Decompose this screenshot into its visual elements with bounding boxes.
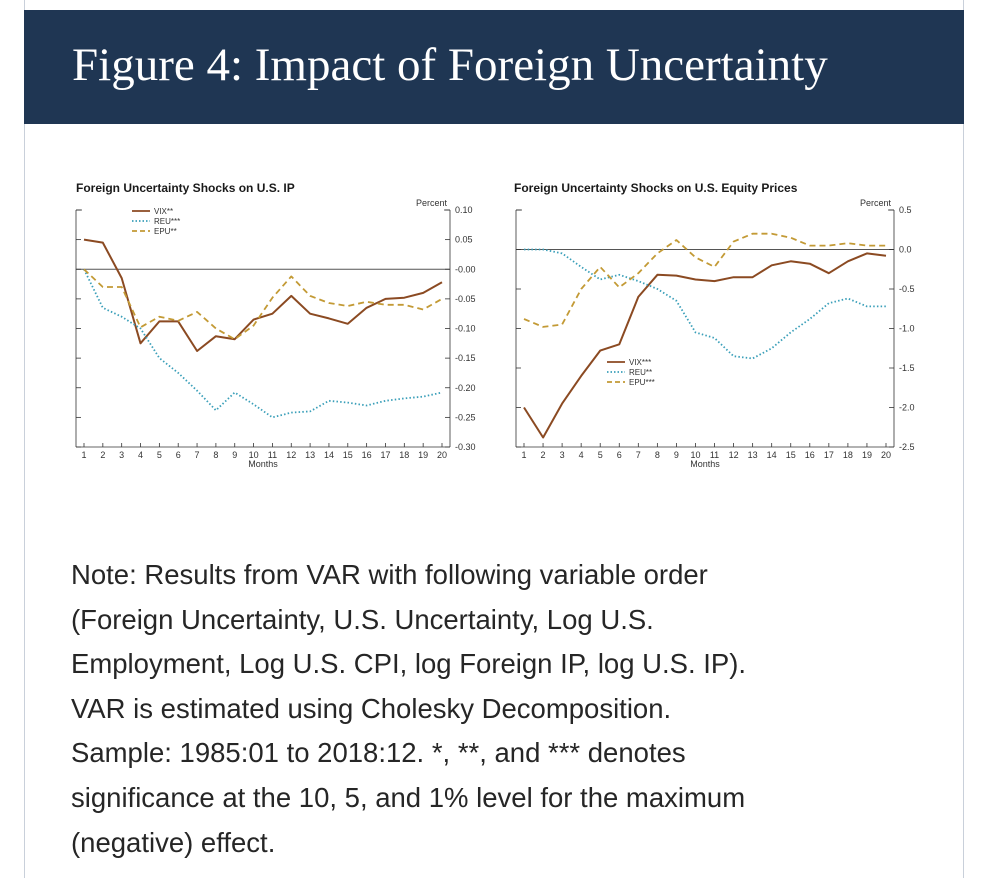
x-tick-label: 16 [805, 450, 815, 460]
x-tick-label: 10 [690, 450, 700, 460]
y-tick-label: 0.0 [899, 245, 912, 255]
series-line-dotted [83, 268, 443, 419]
y-tick-label: 0.5 [899, 205, 912, 215]
x-tick-label: 15 [786, 450, 796, 460]
x-tick-label: 5 [598, 450, 603, 460]
y-tick-label: -0.25 [455, 412, 476, 422]
figure-header: Figure 4: Impact of Foreign Uncertainty [24, 10, 964, 124]
x-tick-label: 18 [843, 450, 853, 460]
legend-label: REU*** [154, 217, 180, 226]
x-tick-label: 18 [399, 450, 409, 460]
legend-label: VIX** [154, 207, 173, 216]
x-tick-label: 3 [560, 450, 565, 460]
x-tick-label: 9 [674, 450, 679, 460]
x-tick-label: 12 [286, 450, 296, 460]
figure-note: Note: Results from VAR with following va… [71, 553, 931, 865]
x-tick-label: 13 [305, 450, 315, 460]
series-line-dashed [523, 232, 886, 328]
x-tick-label: 8 [213, 450, 218, 460]
x-tick-label: 20 [881, 450, 891, 460]
series-line-solid [523, 252, 887, 439]
note-line-3: Employment, Log U.S. CPI, log Foreign IP… [71, 648, 747, 680]
x-tick-label: 7 [195, 450, 200, 460]
x-tick-label: 6 [617, 450, 622, 460]
y-tick-label: -0.15 [455, 353, 476, 363]
note-line-5: Sample: 1985:01 to 2018:12. *, **, and *… [71, 737, 686, 769]
y-tick-label: 0.10 [455, 205, 473, 215]
y-tick-label: -0.5 [899, 284, 915, 294]
x-tick-label: 1 [521, 450, 526, 460]
x-tick-label: 4 [138, 450, 143, 460]
x-tick-label: 19 [862, 450, 872, 460]
x-tick-label: 17 [824, 450, 834, 460]
x-tick-label: 11 [268, 450, 277, 460]
chart-title: Foreign Uncertainty Shocks on U.S. IP [76, 181, 295, 195]
note-line-6: significance at the 10, 5, and 1% level … [71, 781, 746, 813]
y-tick-label: -0.00 [455, 264, 476, 274]
x-tick-label: 5 [157, 450, 162, 460]
x-tick-label: 13 [748, 450, 758, 460]
x-tick-label: 14 [324, 450, 334, 460]
y-axis-label: Percent [416, 198, 448, 208]
x-tick-label: 7 [636, 450, 641, 460]
legend-label: EPU** [154, 227, 177, 236]
x-tick-label: 15 [343, 450, 353, 460]
figure-title: Figure 4: Impact of Foreign Uncertainty [72, 39, 828, 91]
x-tick-label: 10 [249, 450, 259, 460]
x-tick-label: 6 [176, 450, 181, 460]
note-line-4: VAR is estimated using Cholesky Decompos… [71, 692, 672, 724]
chart-title: Foreign Uncertainty Shocks on U.S. Equit… [514, 181, 798, 195]
legend-label: EPU*** [629, 378, 655, 387]
y-tick-label: -0.10 [455, 324, 476, 334]
y-tick-label: -2.5 [899, 442, 915, 452]
x-axis-label: Months [248, 459, 278, 469]
x-tick-label: 19 [418, 450, 428, 460]
note-line-1: Note: Results from VAR with following va… [71, 559, 708, 590]
series-line-solid [83, 238, 443, 352]
y-tick-label: 0.05 [455, 235, 473, 245]
legend: VIX**REU***EPU** [132, 207, 180, 236]
x-tick-label: 12 [729, 450, 739, 460]
note-line-7: (negative) effect. [71, 826, 276, 858]
y-tick-label: -2.0 [899, 403, 915, 413]
x-tick-label: 11 [710, 450, 719, 460]
page-frame [24, 0, 964, 878]
chart-1: Foreign Uncertainty Shocks on U.S. IP 0.1… [75, 181, 476, 469]
x-axis-label: Months [690, 459, 720, 469]
x-tick-label: 17 [380, 450, 390, 460]
charts-panel: Foreign Uncertainty Shocks on U.S. IP 0.1… [75, 181, 915, 469]
y-tick-label: -1.0 [899, 324, 915, 334]
legend: VIX***REU**EPU*** [607, 358, 655, 387]
series-line-dashed [83, 268, 443, 341]
note-line-2: (Foreign Uncertainty, U.S. Uncertainty, … [71, 603, 654, 635]
y-tick-label: -0.20 [455, 383, 476, 393]
x-tick-label: 4 [579, 450, 584, 460]
x-tick-label: 1 [81, 450, 86, 460]
legend-label: VIX*** [629, 358, 651, 367]
x-tick-label: 16 [362, 450, 372, 460]
x-tick-label: 2 [541, 450, 546, 460]
x-tick-label: 3 [119, 450, 124, 460]
x-tick-label: 8 [655, 450, 660, 460]
y-tick-label: -1.5 [899, 363, 915, 373]
y-tick-label: -0.30 [455, 442, 476, 452]
x-tick-label: 14 [767, 450, 777, 460]
chart-2: Foreign Uncertainty Shocks on U.S. Equit… [514, 181, 915, 469]
x-tick-label: 9 [232, 450, 237, 460]
y-tick-label: -0.05 [455, 294, 476, 304]
x-tick-label: 2 [100, 450, 105, 460]
y-axis-label: Percent [860, 198, 892, 208]
series-line-dotted [524, 248, 886, 360]
legend-label: REU** [629, 368, 652, 377]
x-tick-label: 20 [437, 450, 447, 460]
